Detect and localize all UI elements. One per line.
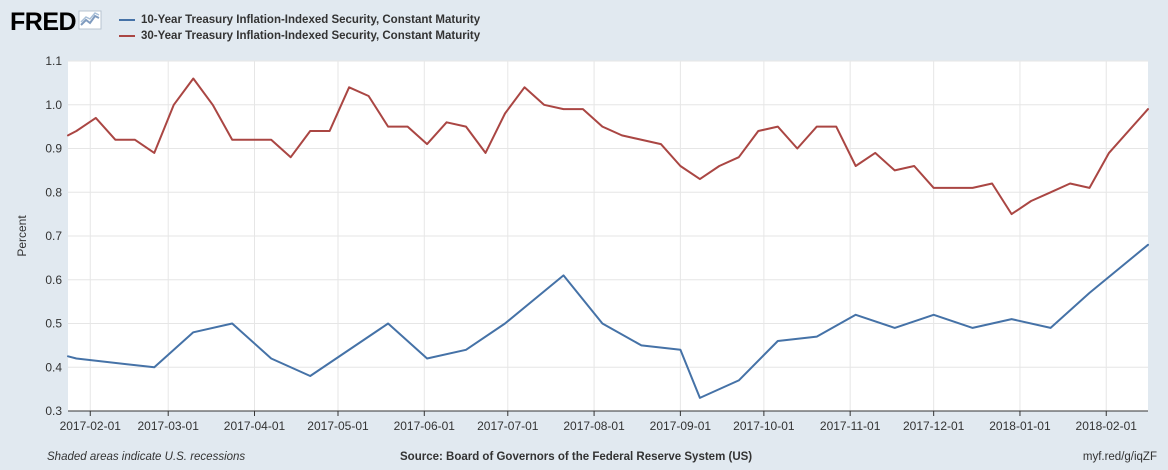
- y-axis-title: Percent: [15, 215, 29, 257]
- chart-line-icon: [78, 10, 102, 35]
- fred-logo[interactable]: FRED: [10, 7, 102, 37]
- y-tick-label: 0.3: [45, 404, 62, 418]
- series-line-30-year[interactable]: [67, 77, 1149, 216]
- x-tick-label: 2017-03-01: [138, 419, 200, 433]
- source-note: Source: Board of Governors of the Federa…: [400, 451, 753, 463]
- legend-item-30-year[interactable]: 30-Year Treasury Inflation-Indexed Secur…: [119, 28, 480, 44]
- x-tick-label: 2017-12-01: [903, 419, 965, 433]
- legend-swatch-10-year: [119, 19, 135, 21]
- series-lines: [67, 77, 1149, 399]
- x-tick-label: 2017-11-01: [820, 419, 881, 433]
- y-tick-label: 0.8: [45, 185, 62, 199]
- x-tick-label: 2018-01-01: [989, 419, 1051, 433]
- y-tick-label: 1.0: [45, 98, 62, 112]
- y-tick-label: 0.5: [45, 317, 62, 331]
- y-axis: 0.3 0.4 0.5 0.6 0.7 0.8 0.9 1.0 1.1: [45, 54, 62, 418]
- short-url-link[interactable]: myf.red/g/iqZF: [1082, 451, 1157, 463]
- x-tick-label: 2017-08-01: [563, 419, 625, 433]
- series-line-10-year[interactable]: [67, 243, 1149, 399]
- x-tick-label: 2017-09-01: [650, 419, 712, 433]
- legend-label-10-year: 10-Year Treasury Inflation-Indexed Secur…: [141, 14, 481, 26]
- x-tick-label: 2017-10-01: [733, 419, 795, 433]
- x-tick-label: 2017-02-01: [60, 419, 122, 433]
- x-tick-label: 2017-07-01: [477, 419, 539, 433]
- chart-legend: 10-Year Treasury Inflation-Indexed Secur…: [119, 12, 480, 44]
- x-tick-label: 2017-06-01: [394, 419, 456, 433]
- grid-lines: [68, 60, 1148, 412]
- legend-swatch-30-year: [119, 35, 135, 37]
- legend-item-10-year[interactable]: 10-Year Treasury Inflation-Indexed Secur…: [119, 12, 480, 28]
- fred-logo-text: FRED: [10, 7, 77, 36]
- x-tick-label: 2018-02-01: [1076, 419, 1138, 433]
- y-tick-label: 0.7: [45, 229, 62, 243]
- x-axis: 2017-02-01 2017-03-01 2017-04-01 2017-05-01…: [60, 411, 1138, 433]
- recession-note: Shaded areas indicate U.S. recessions: [47, 451, 246, 463]
- y-tick-label: 1.1: [45, 54, 62, 68]
- y-tick-label: 0.6: [45, 273, 62, 287]
- legend-label-30-year: 30-Year Treasury Inflation-Indexed Secur…: [141, 30, 481, 42]
- y-tick-label: 0.9: [45, 142, 62, 156]
- y-tick-label: 0.4: [45, 360, 62, 374]
- x-tick-label: 2017-05-01: [307, 419, 369, 433]
- x-tick-label: 2017-04-01: [224, 419, 286, 433]
